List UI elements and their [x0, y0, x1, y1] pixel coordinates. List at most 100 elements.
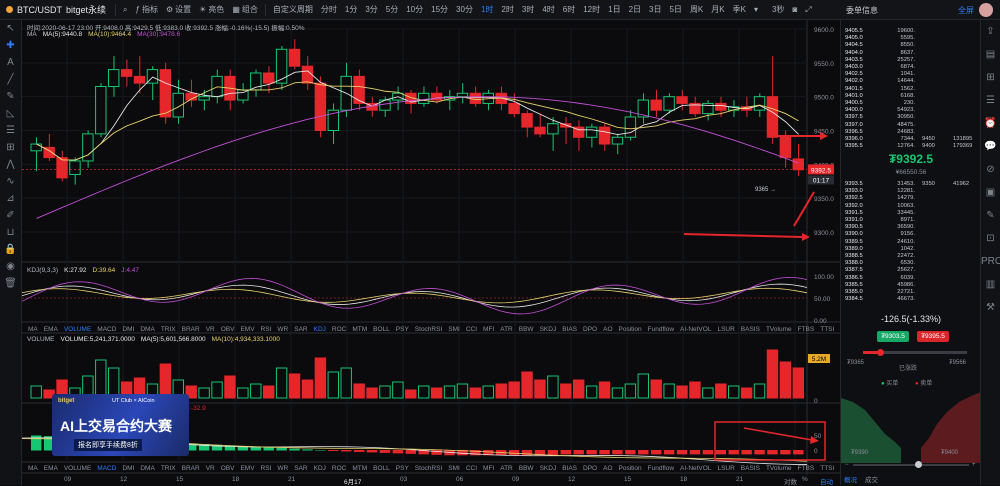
ruler-icon[interactable]: ⊿: [6, 193, 15, 204]
magnet-icon[interactable]: ⊔: [6, 227, 15, 238]
indicator-tab[interactable]: CCI: [465, 465, 478, 472]
indicator-tab[interactable]: VR: [205, 465, 215, 472]
indicator-tab[interactable]: DMI: [122, 465, 135, 472]
interval-tab[interactable]: 月K: [711, 5, 725, 14]
bid-row[interactable]: 9391.5 33445.: [845, 209, 915, 216]
zoom-out-button[interactable]: −: [845, 462, 849, 468]
interval-tab[interactable]: 2时: [501, 5, 514, 14]
ask-row[interactable]: 9404.5 8550.: [845, 42, 915, 49]
data-icon[interactable]: ▥: [985, 279, 996, 290]
fullscreen-button[interactable]: 全屏: [958, 6, 974, 15]
indicator-tab[interactable]: Position: [618, 465, 642, 472]
indicator-tab[interactable]: Fundflow: [647, 326, 675, 333]
bid-row[interactable]: 9389.0 1042.: [845, 245, 915, 252]
indicator-tab[interactable]: LSUR: [717, 465, 735, 472]
ask-row[interactable]: 9396.5 24683.: [845, 128, 915, 135]
indicator-tab[interactable]: SMI: [448, 326, 460, 333]
indicator-tab[interactable]: BIAS: [562, 326, 578, 333]
indicator-tab[interactable]: Fundflow: [647, 465, 675, 472]
ask-row[interactable]: 9401.5 1562.: [845, 85, 915, 92]
indicator-tab[interactable]: RSI: [260, 465, 272, 472]
indicator-tab[interactable]: RSI: [260, 326, 272, 333]
indicator-tab[interactable]: MACD: [97, 326, 117, 333]
ask-row[interactable]: 9401.0 6168.: [845, 92, 915, 99]
shape-icon[interactable]: ◺: [6, 108, 15, 119]
delete-icon[interactable]: 🗑: [4, 278, 17, 289]
ask-row[interactable]: 9400.5 230.: [845, 100, 915, 106]
indicator-tab[interactable]: SKDJ: [539, 465, 557, 472]
promo-banner[interactable]: bitget UT Club × AICoin AI上交易合约大赛 报名即享手续…: [52, 394, 189, 456]
chart-area[interactable]: 9600.09550.09500.09450.09400.09350.09300…: [22, 20, 840, 486]
share-icon[interactable]: ⇪: [986, 26, 995, 37]
indicator-tab[interactable]: AO: [603, 326, 613, 333]
pro-icon[interactable]: PRO: [981, 256, 1000, 267]
indicator-tab[interactable]: SMI: [448, 465, 460, 472]
ask-button[interactable]: ₮9395.5: [917, 331, 949, 342]
interval-tab[interactable]: 分时: [320, 5, 337, 14]
indicator-tab[interactable]: BRAR: [181, 465, 200, 472]
ask-row[interactable]: 9403.0 6874.: [845, 64, 915, 70]
indicator-tab[interactable]: BIAS: [562, 465, 578, 472]
bid-row[interactable]: 9393.5 31453. 9350 41962: [845, 181, 970, 187]
indicator-tab[interactable]: DMA: [140, 465, 155, 472]
indicator-tab[interactable]: BOLL: [373, 326, 390, 333]
lock-icon[interactable]: 🔒: [4, 244, 17, 255]
indicator-tab[interactable]: DPO: [583, 326, 598, 333]
eye-icon[interactable]: ◉: [6, 261, 15, 272]
wave-icon[interactable]: ∿: [6, 176, 15, 187]
indicator-tab[interactable]: MTM: [352, 326, 368, 333]
indicator-tab[interactable]: VOLUME: [63, 326, 92, 333]
indicator-tab[interactable]: TVolume: [765, 465, 792, 472]
indicator-tab[interactable]: FTBS: [797, 326, 815, 333]
fib-icon[interactable]: ☰: [6, 125, 15, 136]
pencil-icon[interactable]: ✐: [6, 210, 15, 221]
interval-tab[interactable]: 12时: [583, 5, 601, 14]
indicator-tab[interactable]: PSY: [395, 326, 409, 333]
zoom-handle[interactable]: [915, 461, 922, 468]
ask-row[interactable]: 9395.5 12764. 9400 179369: [845, 143, 973, 150]
indicator-tab[interactable]: VOLUME: [63, 465, 92, 472]
bid-row[interactable]: 9388.0 6530.: [845, 260, 915, 267]
interval-tab[interactable]: 6时: [562, 5, 576, 14]
ask-row[interactable]: 9400.0 54923.: [845, 107, 915, 114]
indicator-tab[interactable]: SAR: [294, 326, 308, 333]
indicator-tab[interactable]: BASIS: [740, 465, 760, 472]
bid-row[interactable]: 9386.5 6039.: [845, 274, 915, 281]
indicator-tab[interactable]: EMA: [43, 326, 58, 333]
indicator-tab[interactable]: ROC: [331, 326, 347, 333]
cursor-icon[interactable]: ↖: [6, 23, 15, 34]
indicator-tab[interactable]: ATR: [500, 465, 513, 472]
ask-row[interactable]: 9405.5 19600.: [845, 28, 915, 34]
interval-tab[interactable]: 2日: [628, 5, 642, 14]
indicator-tab[interactable]: AO: [603, 465, 613, 472]
interval-tab[interactable]: 3日: [649, 5, 662, 14]
calc-icon[interactable]: ▣: [985, 187, 996, 198]
ask-row[interactable]: 9403.5 25257.: [845, 56, 915, 63]
indicator-tab[interactable]: MA: [28, 465, 38, 472]
ask-row[interactable]: 9404.0 8637.: [845, 49, 915, 56]
bid-row[interactable]: 9392.5 14279.: [845, 195, 915, 202]
indicator-tab[interactable]: TTSI: [820, 465, 835, 472]
bid-row[interactable]: 9388.5 22472.: [845, 253, 915, 259]
indicator-tab[interactable]: EMA: [43, 465, 58, 472]
dropdown-icon[interactable]: ▾: [753, 5, 758, 14]
interval-tab[interactable]: 1分: [344, 5, 358, 14]
alarm-icon[interactable]: ⏰: [984, 118, 997, 129]
compass-icon[interactable]: ⊘: [986, 164, 995, 175]
indicator-tab[interactable]: TRIX: [160, 465, 176, 472]
indicator-tab[interactable]: DMA: [140, 326, 155, 333]
pattern-icon[interactable]: ⋀: [6, 159, 15, 170]
ask-row[interactable]: 9405.0 5595.: [845, 35, 915, 42]
bid-row[interactable]: 9389.5 24610.: [845, 238, 915, 245]
indicator-tab[interactable]: TTSI: [820, 326, 835, 333]
bid-row[interactable]: 9391.0 8971.: [845, 217, 915, 223]
pencil-icon[interactable]: ✎: [986, 210, 995, 221]
expand-icon[interactable]: ⤢: [805, 4, 812, 14]
ask-row[interactable]: 9402.0 14644.: [845, 78, 915, 85]
crosshair-icon[interactable]: ✚: [6, 40, 15, 51]
pen-icon[interactable]: ✎: [6, 91, 15, 102]
interval-tab[interactable]: 4时: [542, 5, 555, 14]
indicator-tab[interactable]: FTBS: [797, 465, 815, 472]
tab-overview[interactable]: 概况: [844, 477, 857, 484]
bid-row[interactable]: 9390.5 36590.: [845, 224, 915, 231]
